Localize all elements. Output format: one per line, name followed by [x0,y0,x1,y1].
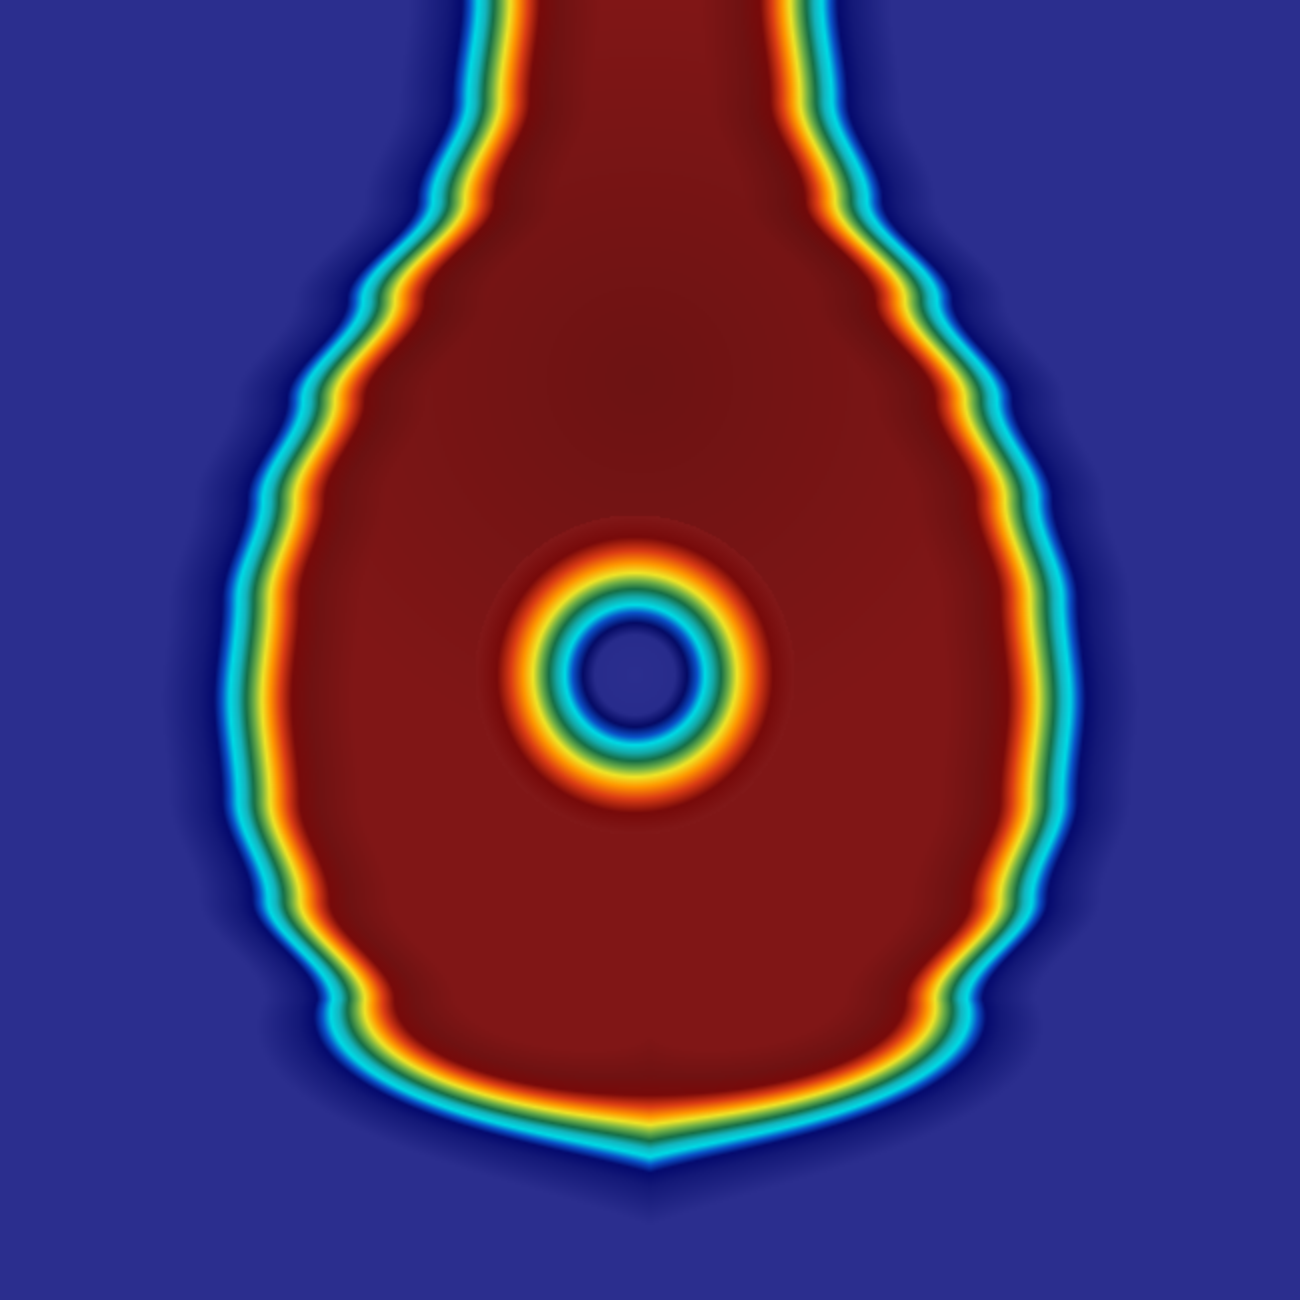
phase-field-plot [0,0,1300,1300]
